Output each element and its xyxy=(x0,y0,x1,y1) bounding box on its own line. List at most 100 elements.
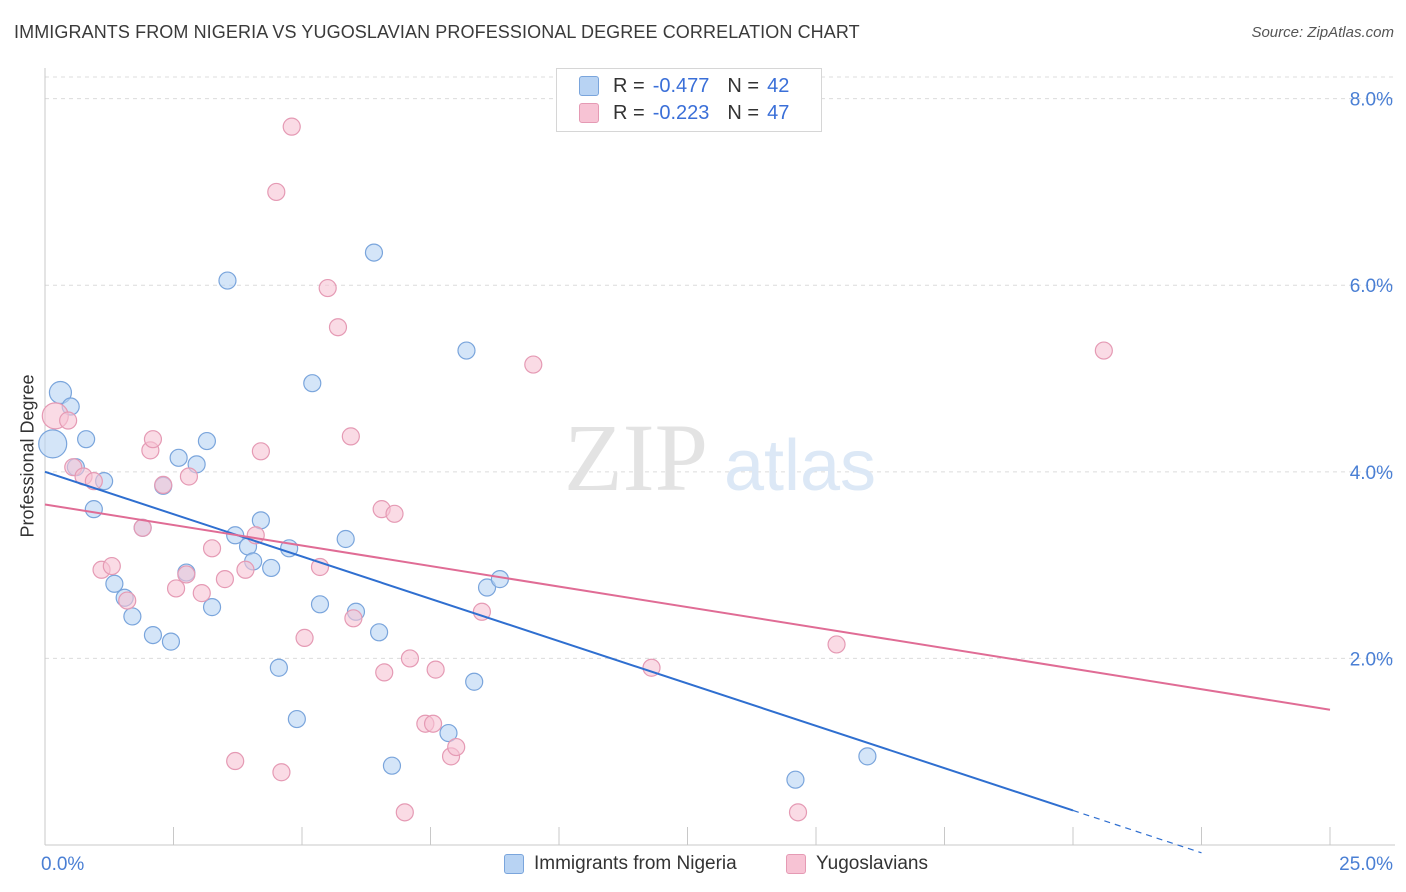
yugoslavian-point xyxy=(375,663,394,682)
series-swatch-nigeria xyxy=(504,854,524,874)
series-name-nigeria: Immigrants from Nigeria xyxy=(534,853,737,874)
yugoslavian-point xyxy=(166,579,186,598)
nigeria-point xyxy=(858,747,877,766)
yugoslavian-point xyxy=(341,427,360,446)
series-name-yugoslavians: Yugoslavians xyxy=(816,853,928,874)
yugoslavian-point xyxy=(202,539,222,558)
yugoslavian-point xyxy=(177,565,196,584)
nigeria-point xyxy=(364,243,384,262)
nigeria-point xyxy=(262,558,281,578)
x-tick-label: 25.0% xyxy=(1339,854,1393,875)
y-tick-label: 8.0% xyxy=(1350,90,1393,111)
nigeria-point xyxy=(303,374,322,393)
source-label: Source: ZipAtlas.com xyxy=(1251,24,1394,41)
yugoslavian-point xyxy=(154,475,173,494)
nigeria-point xyxy=(269,658,288,677)
yugoslavian-point xyxy=(84,472,103,491)
yugoslavian-point xyxy=(236,560,255,579)
yugoslavian-point xyxy=(59,411,78,430)
nigeria-point xyxy=(465,672,484,691)
yugoslavian-point xyxy=(251,442,270,461)
legend-r-label: R = xyxy=(613,101,645,124)
yugoslavian-point xyxy=(192,584,211,603)
nigeria-point xyxy=(161,632,181,651)
nigeria-point xyxy=(382,756,402,775)
yugoslavian-point xyxy=(524,355,543,374)
yugoslavian-point xyxy=(282,117,301,136)
series-legend-yugoslavians: Yugoslavians xyxy=(786,852,928,876)
yugoslavian-point xyxy=(344,609,363,628)
nigeria-point xyxy=(287,709,306,729)
legend-row-nigeria: R = -0.477 N = 42 xyxy=(579,74,789,98)
legend-r-label: R = xyxy=(613,74,645,97)
yugoslavian-point xyxy=(267,182,286,202)
yugoslavian-point xyxy=(423,714,443,733)
y-tick-label: 2.0% xyxy=(1350,649,1393,670)
yugoslavian-point xyxy=(1094,341,1113,360)
nigeria-point xyxy=(218,271,237,290)
yugoslavian-point xyxy=(226,751,245,771)
legend-n-value: 42 xyxy=(767,74,790,97)
nigeria-point xyxy=(143,625,163,645)
axes xyxy=(44,68,1395,846)
tick-labels: 2.0% 4.0% 6.0% 8.0% 0.0% 25.0% xyxy=(41,90,1393,875)
nigeria-point xyxy=(84,500,103,519)
nigeria-point xyxy=(38,429,68,459)
legend-r-value: -0.223 xyxy=(652,101,710,124)
watermark: ZIP atlas xyxy=(564,404,876,511)
y-tick-label: 6.0% xyxy=(1350,276,1393,297)
nigeria-point xyxy=(77,430,96,449)
nigeria-point xyxy=(457,341,476,360)
yugoslavian-point xyxy=(215,570,234,589)
legend-n-label: N = xyxy=(727,101,760,124)
legend-n-label: N = xyxy=(727,74,760,97)
yugoslavian-point xyxy=(310,557,330,577)
nigeria-point xyxy=(336,529,355,549)
nigeria-point xyxy=(123,607,142,626)
yugoslavian-point xyxy=(118,591,137,610)
nigeria-point xyxy=(786,770,805,789)
yugoslavian-point xyxy=(318,278,337,298)
yugoslavian-point xyxy=(426,660,445,679)
yugoslavian-point xyxy=(472,602,491,621)
legend-r-value: -0.477 xyxy=(652,74,710,97)
yugoslavian-point xyxy=(395,803,414,822)
nigeria-trend-extension xyxy=(1072,809,1202,854)
legend-n-value: 47 xyxy=(767,101,790,124)
y-tick-label: 4.0% xyxy=(1350,463,1393,484)
yugoslavian-point xyxy=(788,803,808,822)
yugoslavian-point xyxy=(179,467,199,486)
legend-swatch-nigeria xyxy=(579,76,599,96)
series-legend-nigeria: Immigrants from Nigeria xyxy=(504,852,737,876)
y-axis-label: Professional Degree xyxy=(17,374,38,538)
yugoslavian-point xyxy=(447,737,466,757)
nigeria-point xyxy=(197,431,217,451)
trend-lines xyxy=(44,470,1331,854)
nigeria-point xyxy=(169,448,188,467)
yugoslavian-point xyxy=(827,635,846,654)
yugoslavian-point xyxy=(385,504,404,523)
yugoslavian-point xyxy=(102,556,121,576)
yugoslavian-point xyxy=(143,430,163,449)
yugoslavian-point xyxy=(328,318,348,337)
watermark-zip: ZIP xyxy=(564,404,708,511)
nigeria-trend-line xyxy=(44,470,1074,812)
series-swatch-yugoslavians xyxy=(786,854,806,874)
nigeria-point xyxy=(477,578,497,597)
legend-swatch-yugoslavians xyxy=(579,103,599,123)
watermark-atlas: atlas xyxy=(724,426,876,506)
yugoslavian-point xyxy=(400,649,420,668)
nigeria-point xyxy=(370,623,389,642)
nigeria-point xyxy=(105,574,124,593)
yugoslavian-trend-line xyxy=(44,503,1331,711)
chart-title: IMMIGRANTS FROM NIGERIA VS YUGOSLAVIAN P… xyxy=(14,22,860,42)
nigeria-point xyxy=(490,570,509,589)
nigeria-point xyxy=(202,598,222,617)
x-tick-label: 0.0% xyxy=(41,854,84,875)
correlation-legend: R = -0.477 N = 42 R = -0.223 N = 47 xyxy=(556,68,822,132)
nigeria-point xyxy=(439,723,458,743)
legend-row-yugoslavians: R = -0.223 N = 47 xyxy=(579,101,789,125)
yugoslavian-point xyxy=(272,763,291,782)
yugoslavian-point xyxy=(295,628,314,647)
